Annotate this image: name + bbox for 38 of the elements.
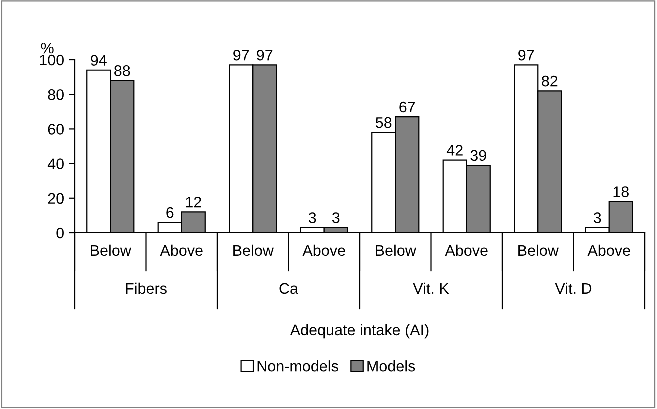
data-label: 97 — [518, 50, 534, 61]
data-label: 12 — [186, 197, 202, 208]
text: Fibers — [126, 282, 167, 294]
y-tick-label: 100 — [40, 54, 64, 66]
data-label: 88 — [114, 66, 130, 76]
x-tick-label: Below — [234, 244, 274, 256]
data-label: 3 — [594, 212, 602, 224]
x-axis-title: Adequate intake (AI) — [290, 324, 429, 339]
x-tick-label: Below — [376, 244, 416, 256]
data-label: 39 — [470, 150, 486, 162]
x-tick-label: Above — [445, 244, 488, 256]
data-label: 18 — [614, 186, 629, 198]
x-tick-label: Below — [518, 244, 559, 256]
legend-label: Non-models — [258, 360, 338, 372]
y-axis-title: % — [41, 42, 54, 54]
y-tick-label: 40 — [48, 158, 64, 170]
data-label: 97 — [257, 50, 273, 61]
data-label: 82 — [542, 76, 558, 87]
text: Vit. K — [413, 282, 450, 294]
y-tick-label: 0 — [56, 228, 64, 239]
y-tick-label: 60 — [48, 124, 64, 135]
x-tick-label: Above — [588, 244, 630, 256]
text: Ca — [280, 283, 299, 294]
data-label: 67 — [400, 102, 416, 113]
data-label: 97 — [234, 50, 250, 61]
text: Vit. D — [555, 282, 592, 294]
data-label: 42 — [446, 145, 463, 156]
x-tick-label: Below — [91, 244, 132, 256]
y-tick-label: 80 — [48, 89, 64, 100]
data-label: 3 — [332, 212, 340, 224]
data-label: 6 — [166, 207, 174, 218]
y-tick-label: 20 — [48, 193, 64, 204]
data-label: 3 — [308, 212, 316, 224]
x-tick-label: Above — [302, 244, 346, 256]
x-tick-label: Above — [160, 244, 203, 256]
data-label: 94 — [91, 55, 107, 66]
legend-label: Models — [368, 360, 416, 372]
data-label: 58 — [376, 117, 392, 128]
